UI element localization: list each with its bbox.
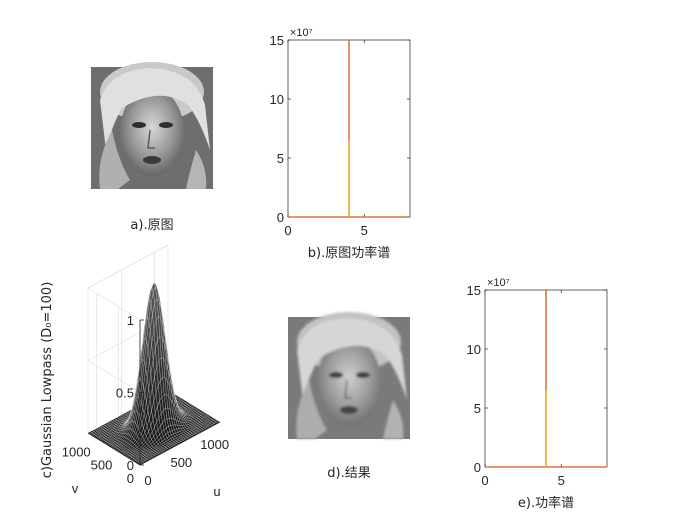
grid-line (87, 244, 169, 289)
x-tick-label: 0 (481, 473, 488, 488)
caption-a: a).原图 (130, 218, 173, 233)
v-tick-label: 500 (91, 458, 113, 473)
power-spectrum-result-chart: 0 5 0 5 10 15 ×10⁷ e).功率谱 (467, 277, 608, 511)
u-tick-label: 0 (144, 473, 151, 488)
caption-d: d).结果 (327, 466, 370, 481)
v-tick-label: 0 (127, 471, 134, 486)
result-image (288, 312, 410, 439)
y-tick-label: 10 (467, 342, 481, 357)
y-tick-label: 0 (474, 460, 481, 475)
z-tick-label: 1 (127, 313, 134, 328)
exponent-label: ×10⁷ (487, 277, 510, 289)
series-line (288, 40, 410, 218)
v-axis (87, 432, 141, 466)
y-tick-label: 15 (270, 33, 284, 48)
y-tick-label: 5 (474, 401, 481, 416)
power-spectrum-original-chart: 0 5 0 5 10 15 ×10⁷ b).原图功率谱 (270, 27, 411, 261)
x-axis-label: e).功率谱 (518, 495, 574, 511)
u-axis-label: u (213, 484, 220, 499)
v-tick-label: 1000 (62, 444, 91, 459)
x-tick-label: 5 (361, 223, 368, 238)
u-axis (139, 421, 221, 466)
z-tick-label: 0 (127, 458, 134, 473)
v-axis-label: v (72, 481, 79, 496)
z-tick-label: 0.5 (116, 386, 134, 401)
series-line (485, 290, 607, 468)
z-axis-label: c)Gaussian Lowpass (D₀=100) (40, 282, 55, 479)
y-tick-label: 10 (270, 92, 284, 107)
x-axis-label: b).原图功率谱 (308, 245, 390, 261)
y-tick-label: 0 (277, 210, 284, 225)
x-tick-label: 5 (558, 473, 565, 488)
x-tick-label: 0 (284, 223, 291, 238)
exponent-label: ×10⁷ (290, 27, 313, 39)
u-tick-label: 500 (170, 455, 192, 470)
y-tick-label: 15 (467, 283, 481, 298)
u-tick-label: 1000 (200, 437, 229, 452)
y-tick-label: 5 (277, 151, 284, 166)
original-image (91, 62, 213, 189)
